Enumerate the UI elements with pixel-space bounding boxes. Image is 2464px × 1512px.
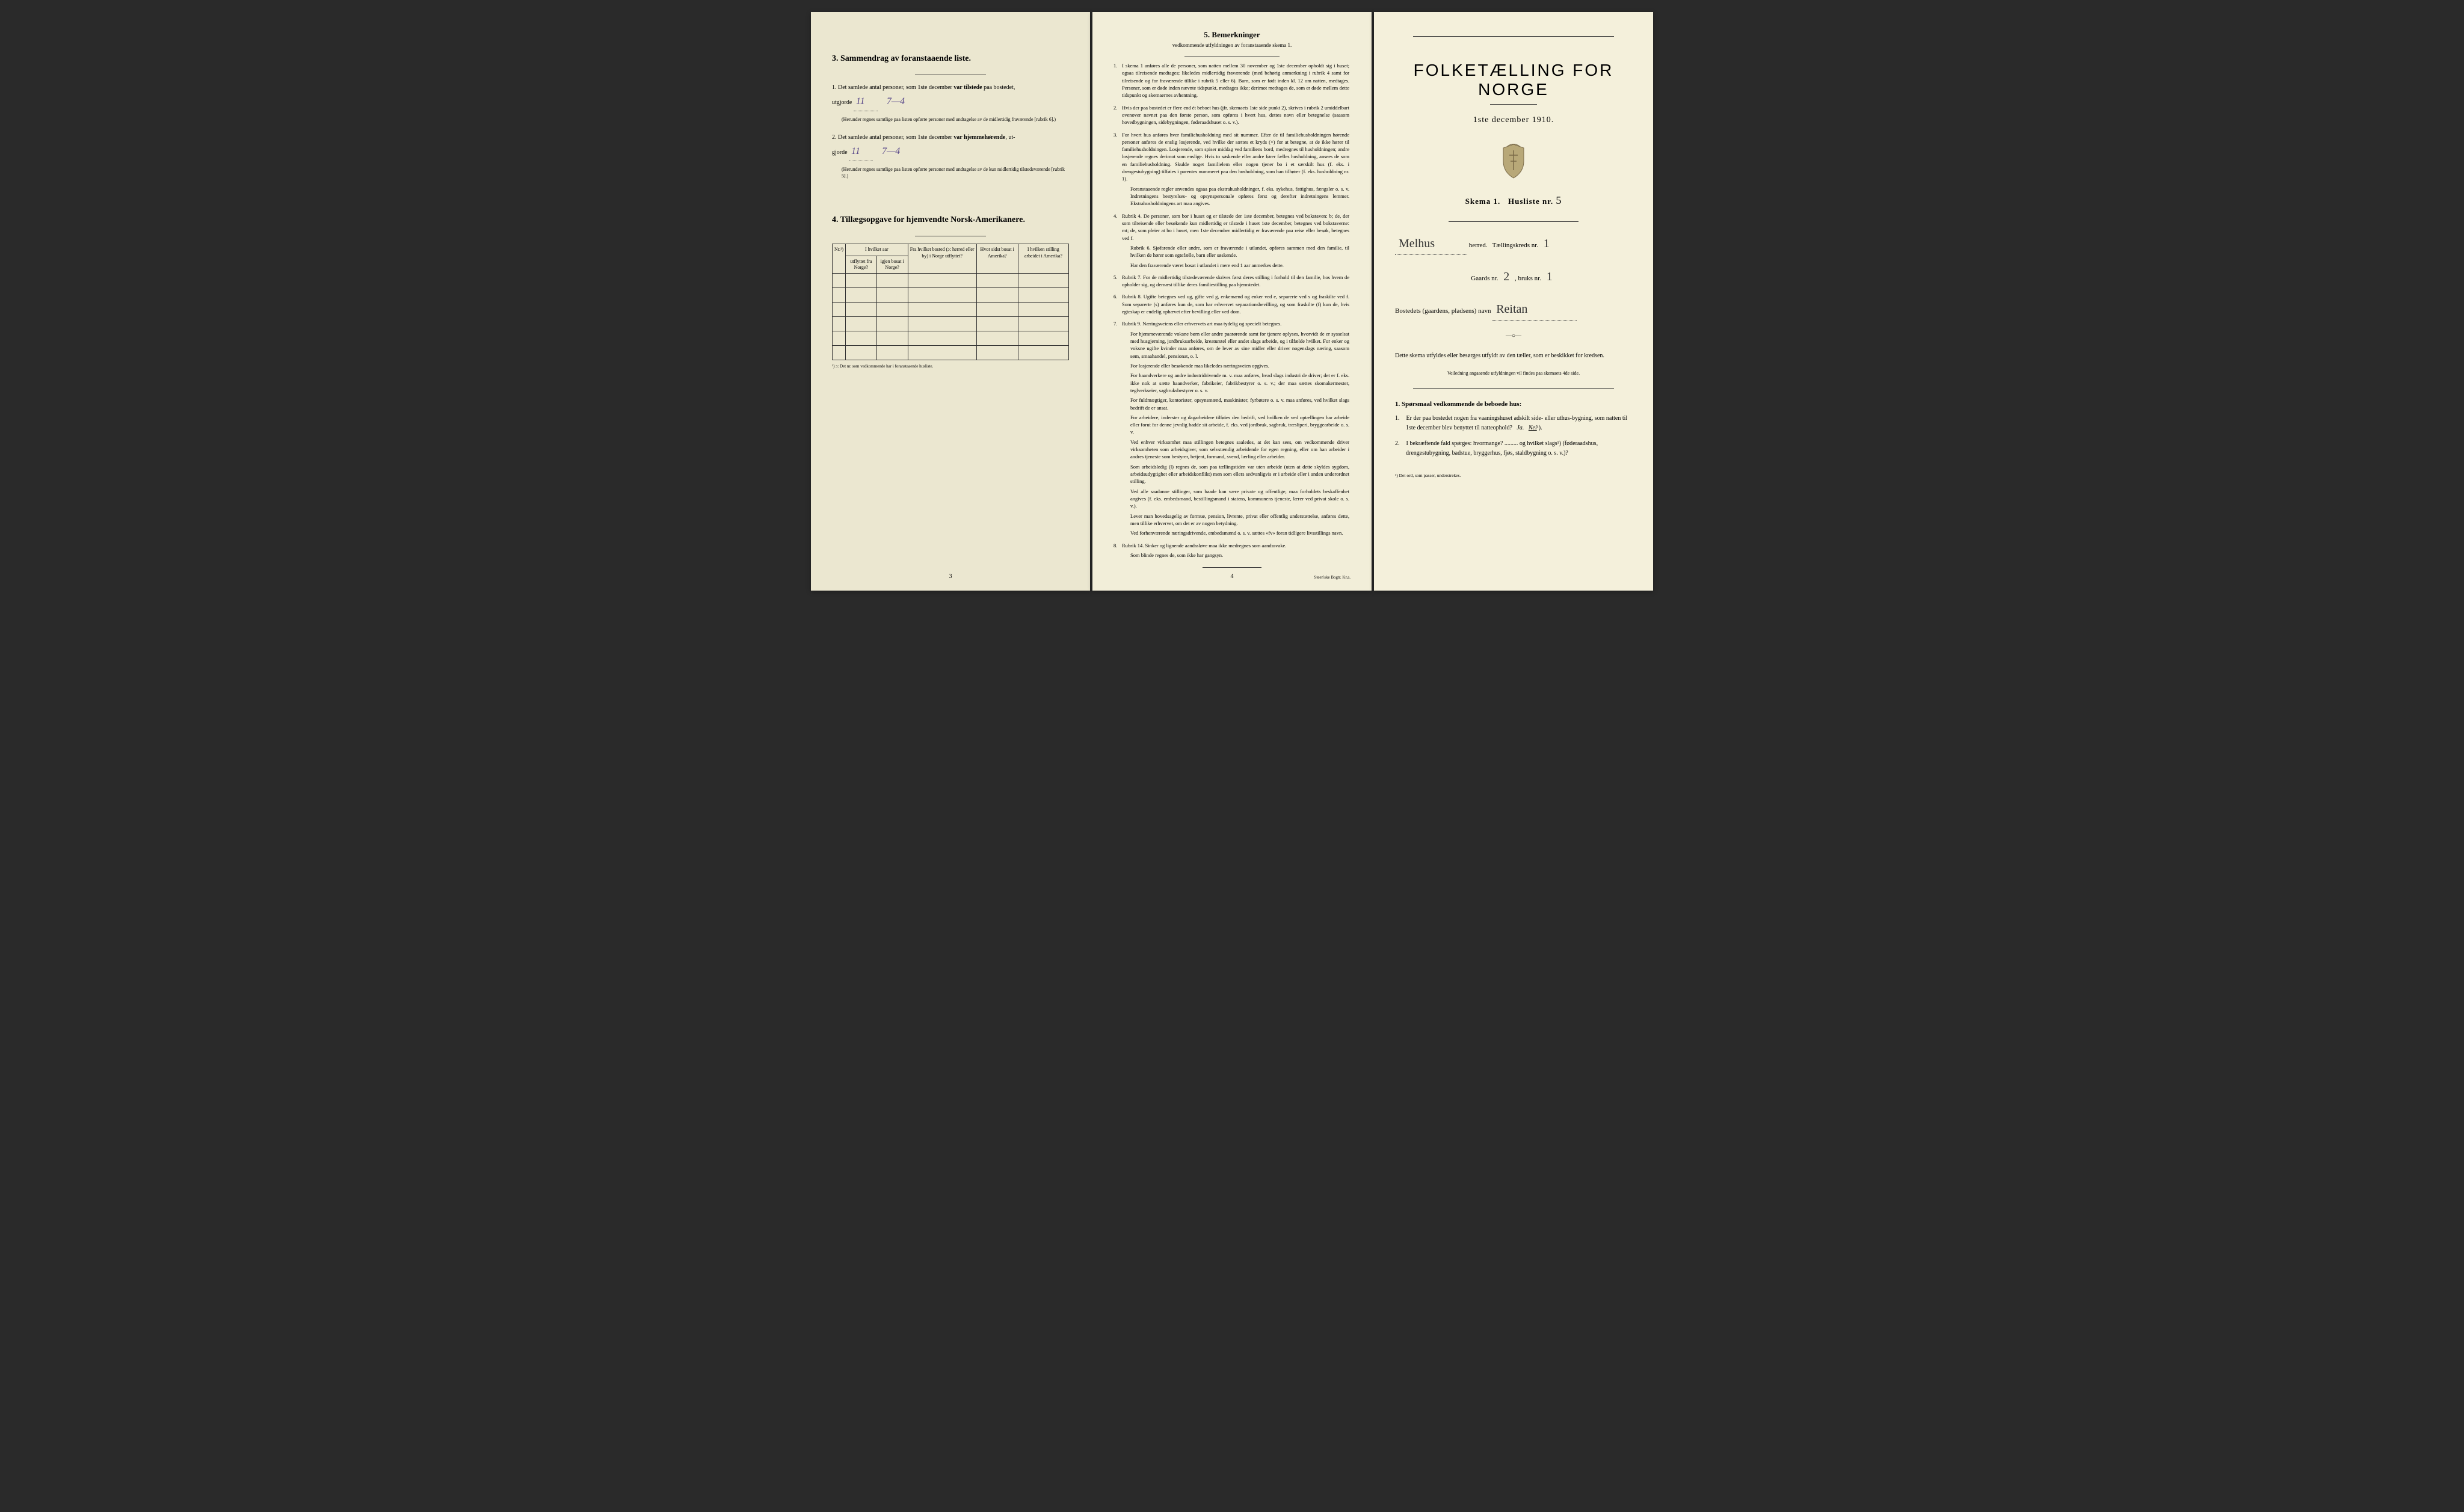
remarks-title: 5. Bemerkninger bbox=[1113, 30, 1351, 40]
shield-icon bbox=[1498, 143, 1529, 179]
remark-item: 1.I skema 1 anføres alle de personer, so… bbox=[1113, 62, 1351, 99]
table-row bbox=[833, 346, 1069, 360]
kreds-nr: 1 bbox=[1540, 237, 1553, 250]
col-nr: Nr.¹) bbox=[833, 244, 846, 274]
gaards-nr: 2 bbox=[1500, 270, 1513, 283]
census-date: 1ste december 1910. bbox=[1395, 115, 1632, 125]
tilstede-total: 11 bbox=[854, 93, 878, 111]
emigrant-table: Nr.¹) I hvilket aar Fra hvilket bosted (… bbox=[832, 244, 1069, 360]
table-row bbox=[833, 331, 1069, 346]
table-footnote: ¹) ɔ: Det nr. som vedkommende har i fora… bbox=[832, 364, 1069, 369]
hjemme-total: 11 bbox=[849, 143, 873, 161]
summary-line-2: 2. Det samlede antal personer, som 1ste … bbox=[832, 132, 1069, 161]
instruction-small: Veiledning angaaende utfyldningen vil fi… bbox=[1395, 370, 1632, 376]
page-1-front: FOLKETÆLLING FOR NORGE 1ste december 191… bbox=[1374, 12, 1653, 591]
col-position: I hvilken stilling arbeidet i Amerika? bbox=[1018, 244, 1068, 274]
col-emigrated: utflyttet fra Norge? bbox=[846, 256, 877, 274]
coat-of-arms bbox=[1395, 143, 1632, 182]
remark-item: 6.Rubrik 8. Ugifte betegnes ved ug, gift… bbox=[1113, 293, 1351, 315]
instruction-main: Dette skema utfyldes eller besørges utfy… bbox=[1395, 351, 1632, 361]
printer-credit: Steen'ske Bogtr. Kr.a. bbox=[1314, 575, 1351, 580]
col-where: Hvor sidst bosat i Amerika? bbox=[976, 244, 1018, 274]
footnote: ¹) Det ord, som passer, understrekes. bbox=[1395, 473, 1632, 478]
hjemme-breakdown: 7—4 bbox=[882, 146, 900, 156]
husliste-nr: 5 bbox=[1556, 194, 1562, 206]
gaards-line: Gaards nr. 2 , bruks nr. 1 bbox=[1395, 266, 1632, 287]
section-4-title: 4. Tillægsopgave for hjemvendte Norsk-Am… bbox=[832, 215, 1069, 225]
col-returned: igjen bosat i Norge? bbox=[876, 256, 908, 274]
bosted-line: Bostedets (gaardens, pladsens) navn Reit… bbox=[1395, 298, 1632, 321]
table-row bbox=[833, 274, 1069, 288]
answer-nei: Nei bbox=[1529, 425, 1537, 431]
remark-item: 2.Hvis der paa bostedet er flere end ét … bbox=[1113, 104, 1351, 126]
main-title: FOLKETÆLLING FOR NORGE bbox=[1395, 61, 1632, 99]
question-1: 1. Er der paa bostedet nogen fra vaaning… bbox=[1395, 414, 1632, 433]
table-row bbox=[833, 288, 1069, 303]
page-4: 5. Bemerkninger vedkommende utfyldningen… bbox=[1092, 12, 1372, 591]
questions-title: 1. Spørsmaal vedkommende de beboede hus: bbox=[1395, 401, 1632, 408]
table-row bbox=[833, 317, 1069, 331]
col-from: Fra hvilket bosted (ɔ: herred eller by) … bbox=[908, 244, 976, 274]
skema-line: Skema 1. Husliste nr. 5 bbox=[1395, 194, 1632, 207]
remark-item: 8.Rubrik 14. Sinker og lignende aandsslø… bbox=[1113, 542, 1351, 559]
note-2: (Herunder regnes samtlige paa listen opf… bbox=[832, 166, 1069, 179]
page-number-3: 3 bbox=[811, 573, 1090, 580]
col-year: I hvilket aar bbox=[846, 244, 908, 256]
page-3: 3. Sammendrag av foranstaaende liste. 1.… bbox=[811, 12, 1090, 591]
summary-line-1: 1. Det samlede antal personer, som 1ste … bbox=[832, 82, 1069, 111]
remark-item: 4.Rubrik 4. De personer, som bor i huset… bbox=[1113, 212, 1351, 269]
bruks-nr: 1 bbox=[1543, 270, 1556, 283]
remarks-subtitle: vedkommende utfyldningen av foranstaaend… bbox=[1113, 42, 1351, 48]
section-3-title: 3. Sammendrag av foranstaaende liste. bbox=[832, 54, 1069, 64]
ornament: ―○― bbox=[1395, 333, 1632, 339]
herred-line: Melhus herred. Tællingskreds nr. 1 bbox=[1395, 233, 1632, 255]
remark-item: 3.For hvert hus anføres hver familiehush… bbox=[1113, 131, 1351, 207]
note-1: (Herunder regnes samtlige paa listen opf… bbox=[832, 116, 1069, 123]
remarks-list: 1.I skema 1 anføres alle de personer, so… bbox=[1113, 62, 1351, 559]
table-row bbox=[833, 303, 1069, 317]
remark-item: 7.Rubrik 9. Næringsveiens eller erhverve… bbox=[1113, 320, 1351, 536]
question-2: 2. I bekræftende fald spørges: hvormange… bbox=[1395, 439, 1632, 458]
herred-name: Melhus bbox=[1395, 237, 1438, 250]
remark-item: 5.Rubrik 7. For de midlertidig tilstedev… bbox=[1113, 274, 1351, 289]
bosted-name: Reitan bbox=[1492, 303, 1531, 316]
tilstede-breakdown: 7—4 bbox=[887, 96, 905, 106]
